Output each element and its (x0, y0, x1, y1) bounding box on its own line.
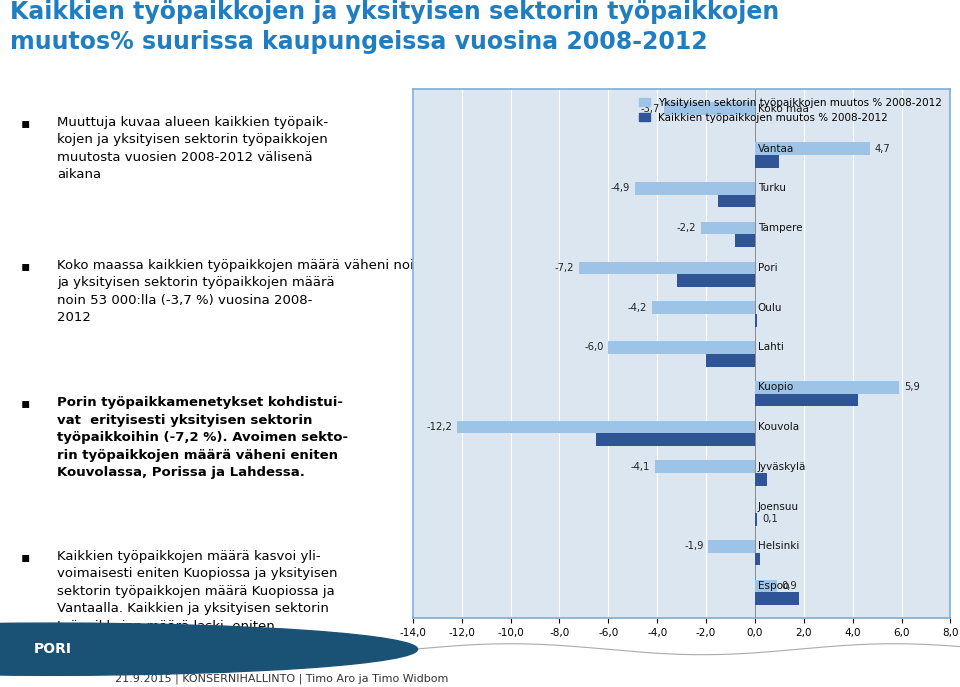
Text: Jyväskylä: Jyväskylä (757, 462, 806, 472)
Bar (457, 420, 755, 433)
Bar (755, 580, 777, 592)
Text: Kaikkien työpaikkojen määrä kasvoi yli-
voimaisesti eniten Kuopiossa ja yksityis: Kaikkien työpaikkojen määrä kasvoi yli- … (57, 550, 337, 650)
Bar (755, 314, 757, 327)
Bar (609, 341, 755, 354)
Bar (735, 234, 755, 247)
Bar (664, 102, 755, 115)
Text: Turku: Turku (757, 183, 786, 193)
Bar (708, 540, 755, 552)
Bar (755, 513, 757, 526)
Legend: Yksityisen sektorin työpaikkojen muutos % 2008-2012, Kaikkien työpaikkojen muuto: Yksityisen sektorin työpaikkojen muutos … (636, 95, 946, 126)
Bar (755, 381, 900, 394)
Text: -1,9: -1,9 (684, 541, 704, 551)
Bar (596, 433, 755, 446)
Bar (706, 354, 755, 367)
Bar (718, 194, 755, 207)
Text: 0,9: 0,9 (781, 581, 798, 591)
Text: 0,1: 0,1 (762, 515, 778, 524)
Text: Kaikkien työpaikkojen ja yksityisen sektorin työpaikkojen
muutos% suurissa kaupu: Kaikkien työpaikkojen ja yksityisen sekt… (10, 0, 779, 54)
Text: -6,0: -6,0 (584, 342, 604, 352)
Text: Helsinki: Helsinki (757, 541, 800, 551)
Bar (755, 155, 780, 168)
Text: Koko maassa kaikkien työpaikkojen määrä väheni noin 37 300 työpaikalla (-1,6 %)
: Koko maassa kaikkien työpaikkojen määrä … (57, 258, 607, 324)
Text: Joensuu: Joensuu (757, 502, 799, 512)
Text: 4,7: 4,7 (875, 144, 890, 154)
Text: -4,1: -4,1 (631, 462, 650, 472)
Bar (755, 142, 870, 155)
Text: -12,2: -12,2 (426, 422, 452, 432)
Text: -2,2: -2,2 (677, 223, 696, 233)
Text: Vantaa: Vantaa (757, 144, 794, 154)
Text: -7,2: -7,2 (555, 263, 574, 273)
Bar (755, 592, 799, 605)
Text: Oulu: Oulu (757, 303, 782, 313)
Bar (579, 262, 755, 274)
Text: -3,7: -3,7 (640, 104, 660, 114)
Text: 21.9.2015 | KONSERNIHALLINTO | Timo Aro ja Timo Widbom: 21.9.2015 | KONSERNIHALLINTO | Timo Aro … (115, 673, 448, 684)
Text: Tampere: Tampere (757, 223, 803, 233)
Text: Muuttuja kuvaa alueen kaikkien työpaik-
kojen ja yksityisen sektorin työpaikkoje: Muuttuja kuvaa alueen kaikkien työpaik- … (57, 116, 328, 181)
Text: 5,9: 5,9 (904, 382, 920, 392)
Bar (755, 473, 767, 486)
Bar (701, 222, 755, 234)
Text: -4,2: -4,2 (628, 303, 647, 313)
Text: ▪: ▪ (21, 116, 30, 130)
Text: Pori: Pori (757, 263, 778, 273)
Bar (755, 394, 857, 406)
Text: -4,9: -4,9 (611, 183, 631, 193)
Circle shape (0, 623, 418, 675)
Text: Kuopio: Kuopio (757, 382, 793, 392)
Text: ▪: ▪ (21, 396, 30, 410)
Text: PORI: PORI (34, 642, 72, 656)
Text: Porin työpaikkamenetykset kohdistui-
vat  erityisesti yksityisen sektorin
työpai: Porin työpaikkamenetykset kohdistui- vat… (57, 396, 348, 479)
Bar (655, 460, 755, 473)
Text: Kouvola: Kouvola (757, 422, 799, 432)
Text: Lahti: Lahti (757, 342, 783, 352)
Bar (652, 302, 755, 314)
Text: ▪: ▪ (21, 258, 30, 273)
Text: Koko maa: Koko maa (757, 104, 808, 114)
Text: ▪: ▪ (21, 550, 30, 563)
Bar (677, 274, 755, 287)
Text: Espoo: Espoo (757, 581, 789, 591)
Bar (755, 552, 759, 565)
Bar (636, 182, 755, 194)
